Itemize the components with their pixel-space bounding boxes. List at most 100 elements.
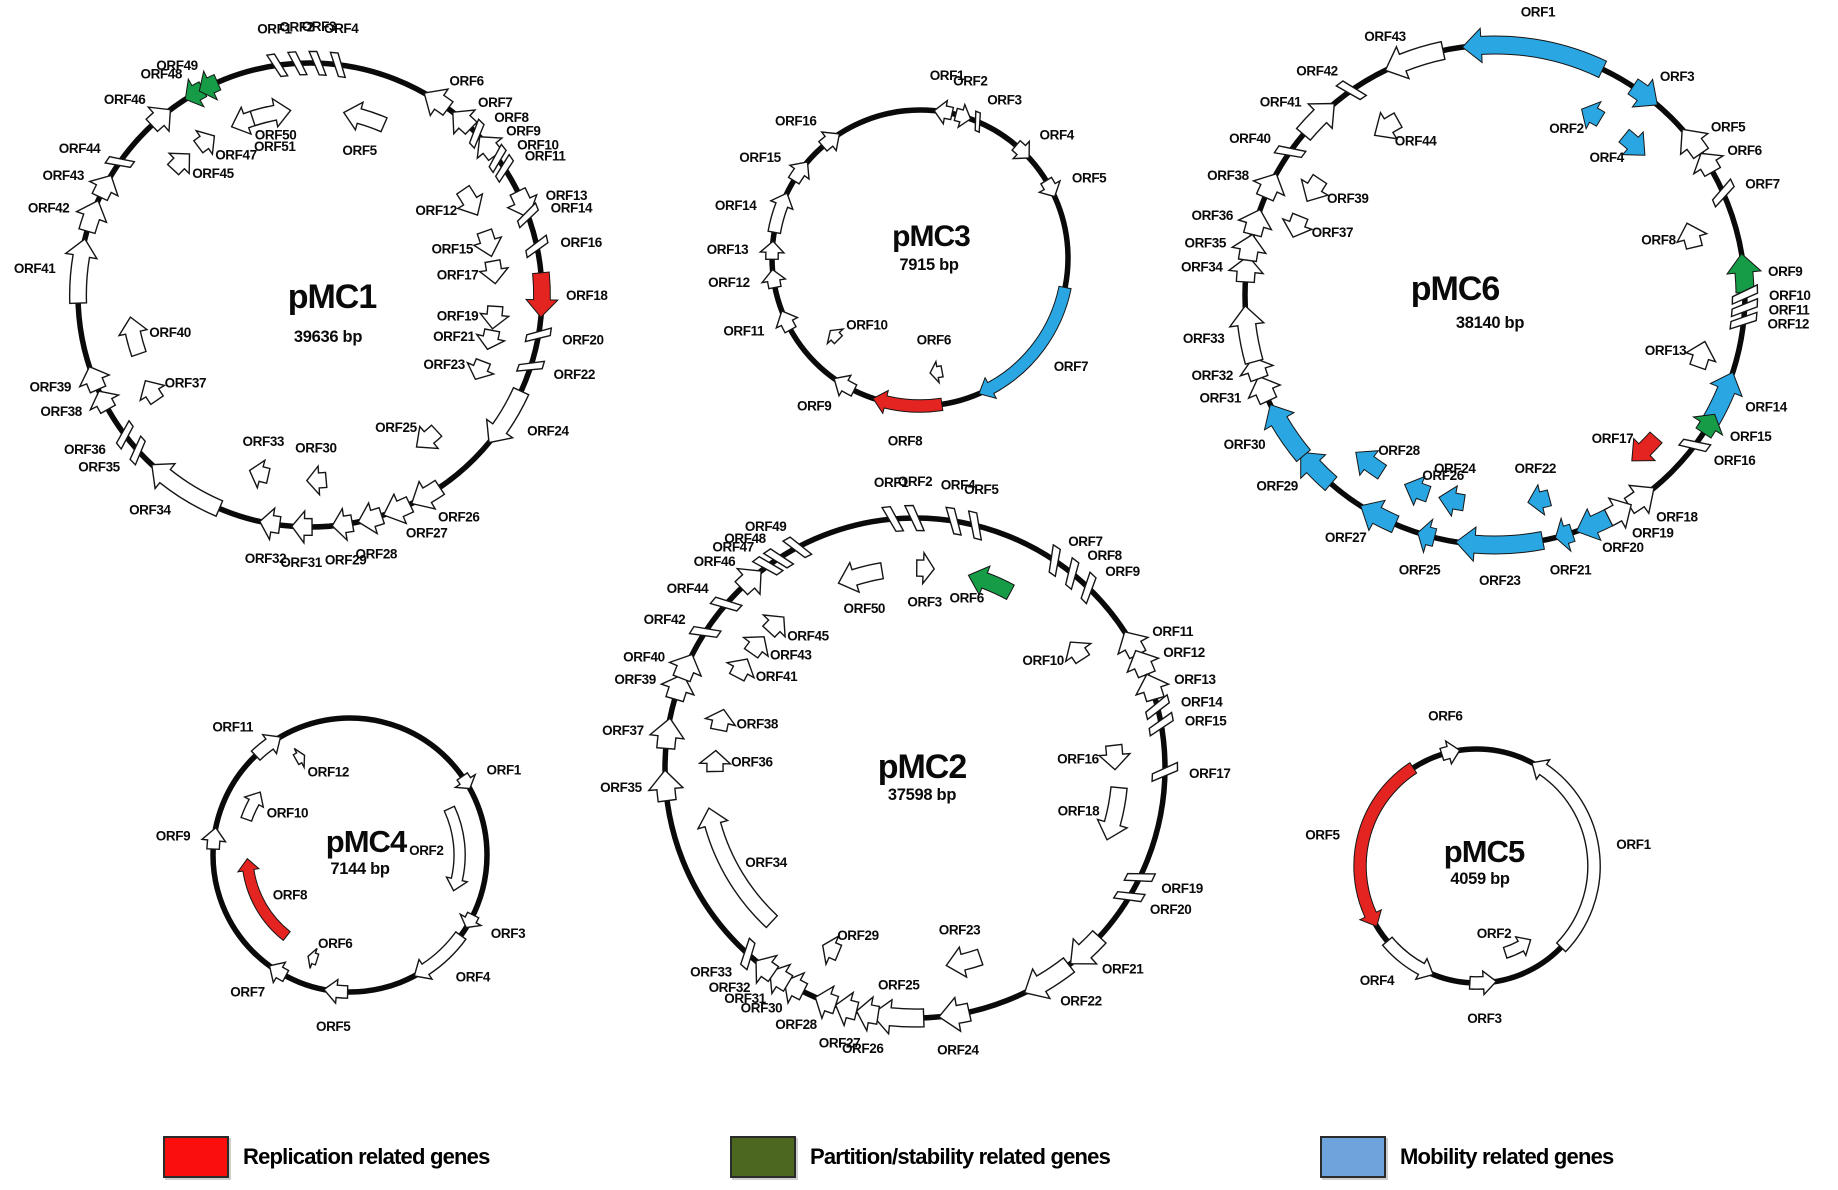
plasmid-name: pMC5 [1444, 834, 1525, 869]
orf-arrow [249, 97, 292, 129]
orf-arrow [250, 733, 282, 762]
orf-arrow [817, 131, 841, 153]
orf-arrow [192, 129, 216, 157]
orf-tick [1123, 872, 1157, 883]
orf-arrow [826, 328, 846, 346]
orf-arrow [1461, 27, 1608, 79]
orf-arrow [775, 310, 800, 334]
orf-label: ORF8 [494, 110, 529, 125]
orf-label: ORF17 [1592, 431, 1634, 446]
orf-label: ORF21 [1550, 562, 1592, 577]
orf-tick [286, 51, 309, 76]
orf-label: ORF30 [1224, 437, 1266, 452]
orf-arrow [760, 268, 788, 290]
orf-arrow [1691, 413, 1724, 439]
orf-arrow [342, 100, 388, 133]
orf-label: ORF25 [1399, 562, 1441, 577]
orf-tick [115, 419, 134, 451]
orf-arrow [978, 285, 1072, 400]
orf-label: ORF35 [78, 459, 120, 474]
orf-label: ORF41 [756, 669, 798, 684]
orf-arrow [1238, 356, 1276, 383]
orf-label: ORF39 [29, 380, 71, 395]
orf-label: ORF37 [165, 375, 207, 390]
orf-arrow [1373, 110, 1403, 140]
orf-label: ORF33 [243, 434, 285, 449]
orf-arrow [478, 305, 511, 330]
orf-arrow [1679, 128, 1710, 160]
orf-label: ORF1 [257, 22, 292, 37]
orf-label: ORF13 [1645, 343, 1687, 358]
orf-arrow [659, 673, 696, 703]
orf-label: ORF7 [478, 95, 512, 110]
orf-label: ORF5 [342, 143, 377, 158]
orf-label: ORF9 [1105, 564, 1139, 579]
orf-arrow [305, 464, 328, 497]
orf-label: ORF20 [1602, 540, 1644, 555]
orf-label: ORF46 [694, 554, 736, 569]
orf-label: ORF51 [254, 139, 296, 154]
orf-arrow [200, 826, 227, 851]
orf-arrow [1725, 252, 1763, 294]
orf-label: ORF10 [846, 318, 888, 333]
orf-arrow [1300, 173, 1330, 203]
orf-arrow [1603, 496, 1633, 530]
orf-label: ORF15 [1730, 429, 1772, 444]
orf-label: ORF18 [1656, 510, 1698, 525]
orf-label: ORF2 [953, 74, 987, 89]
orf-label: ORF7 [1054, 359, 1088, 374]
orf-arrow [855, 995, 881, 1033]
orf-arrow [248, 458, 271, 490]
orf-label: ORF18 [1058, 804, 1100, 819]
orf-label: ORF5 [1305, 827, 1340, 842]
orf-arrow [1134, 673, 1171, 703]
orf-label: ORF21 [1102, 961, 1144, 976]
orf-label: ORF44 [1395, 134, 1437, 149]
orf-label: ORF27 [1325, 530, 1367, 545]
orf-arrow [953, 102, 972, 129]
plasmid-pmc4: ORF1 ORF2 ORF3 ORF4 ORF5 ORF6 ORF7 ORF8 ORF9 ORF1… [156, 715, 526, 1034]
orf-tick [1729, 311, 1758, 330]
orf-arrow [929, 359, 944, 385]
orf-arrow [1355, 450, 1388, 480]
orf-tick [903, 504, 926, 532]
orf-arrow [1353, 762, 1418, 927]
orf-arrow [1096, 786, 1129, 841]
orf-label: ORF4 [456, 970, 491, 985]
orf-label: ORF40 [1229, 131, 1271, 146]
orf-label: ORF9 [156, 828, 190, 843]
orf-label: ORF1 [930, 68, 965, 83]
plasmid-pmc1: ORF1ORF2ORF3ORF4ORF5ORF6ORF7ORF8ORF9ORF1… [14, 19, 609, 570]
orf-label: ORF12 [708, 275, 750, 290]
orf-label: ORF23 [939, 923, 981, 938]
legend: Replication related genes Partition/stab… [0, 1136, 1838, 1190]
orf-arrow [755, 954, 780, 986]
orf-label: ORF33 [690, 965, 732, 980]
orf-label: ORF25 [878, 977, 920, 992]
orf-label: ORF31 [1199, 391, 1241, 406]
orf-arrow [236, 857, 291, 942]
orf-label: ORF39 [614, 672, 656, 687]
orf-tick [1064, 556, 1080, 591]
orf-label: ORF42 [28, 200, 70, 215]
orf-arrow [485, 386, 530, 444]
orf-label: ORF13 [1174, 672, 1216, 687]
orf-label: ORF13 [546, 188, 588, 203]
orf-arrow [410, 479, 446, 510]
plasmid-pmc6: ORF1 ORF2 ORF3 ORF4 ORF5 ORF6 ORF7 ORF8 ORF9 ORF1… [1181, 4, 1811, 588]
orf-label: ORF12 [1163, 645, 1205, 660]
plasmid-name: pMC2 [878, 748, 967, 786]
orf-label: ORF23 [423, 357, 465, 372]
orf-arrow [452, 109, 478, 136]
orf-label: ORF50 [255, 128, 297, 143]
orf-arrow [1263, 403, 1312, 463]
orf-arrow [117, 316, 149, 358]
orf-arrow [725, 658, 756, 682]
orf-label: ORF1 [874, 475, 909, 490]
orf-label: ORF27 [819, 1035, 861, 1050]
orf-label: ORF20 [562, 333, 604, 348]
orf-arrow [87, 174, 120, 202]
orf-label: ORF4 [1040, 127, 1075, 142]
orf-tick [515, 360, 546, 372]
